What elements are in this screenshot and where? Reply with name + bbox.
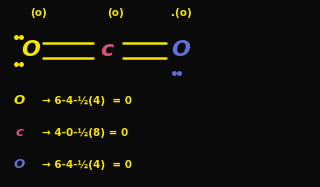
Text: O: O (172, 41, 190, 60)
Text: (o): (o) (30, 8, 47, 18)
Text: → 6-4-½(4)  = 0: → 6-4-½(4) = 0 (42, 160, 132, 170)
Text: .(o): .(o) (171, 8, 192, 18)
Text: (o): (o) (107, 8, 124, 18)
Text: O: O (13, 158, 25, 171)
Text: O: O (13, 94, 25, 108)
Text: c: c (100, 41, 114, 60)
Text: c: c (15, 126, 23, 139)
Text: → 4-0-½(8) = 0: → 4-0-½(8) = 0 (42, 128, 128, 138)
Text: O: O (21, 41, 40, 60)
Text: → 6-4-½(4)  = 0: → 6-4-½(4) = 0 (42, 96, 132, 106)
